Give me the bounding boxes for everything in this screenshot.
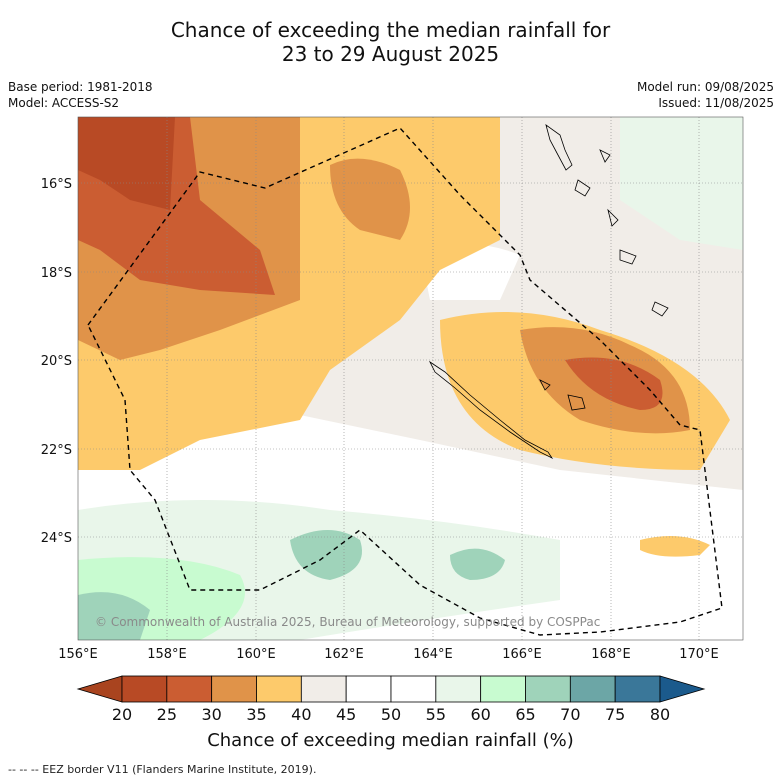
meta-right: Model run: 09/08/2025 Issued: 11/08/2025 bbox=[637, 79, 774, 111]
colorbar-tick-label: 55 bbox=[426, 705, 446, 724]
colorbar-tick-label: 35 bbox=[246, 705, 266, 724]
colorbar-tick-label: 60 bbox=[470, 705, 490, 724]
colorbar-tick-label: 20 bbox=[112, 705, 132, 724]
colorbar-tick-label: 65 bbox=[515, 705, 535, 724]
colorbar-tick-label: 45 bbox=[336, 705, 356, 724]
colorbar-tick-label: 50 bbox=[381, 705, 401, 724]
vanuatu-south bbox=[619, 249, 637, 265]
title-line-1: Chance of exceeding the median rainfall … bbox=[170, 18, 611, 42]
map-frame bbox=[77, 116, 744, 641]
field-lightgreen-ne bbox=[620, 117, 743, 250]
eez-note: -- -- -- EEZ border V11 (Flanders Marine… bbox=[8, 763, 317, 776]
colorbar-label: Chance of exceeding median rainfall (%) bbox=[207, 730, 574, 751]
lat-label: 18°S bbox=[41, 266, 72, 281]
vanuatu-north bbox=[545, 124, 573, 171]
coastlines bbox=[428, 124, 669, 460]
colorbar-tick-label: 25 bbox=[157, 705, 177, 724]
colorbar-segment bbox=[435, 675, 482, 703]
new-caledonia-outline bbox=[428, 360, 554, 460]
colorbar-segment bbox=[390, 675, 437, 703]
vanuatu-island bbox=[574, 179, 591, 197]
colorbar-segment bbox=[300, 675, 347, 703]
field-teal-east bbox=[450, 548, 505, 580]
lon-label: 162°E bbox=[324, 647, 364, 662]
vanuatu-island-2 bbox=[607, 208, 619, 227]
colorbar-segment bbox=[480, 675, 526, 703]
field-orange-north bbox=[330, 158, 410, 240]
colorbar-segment bbox=[525, 675, 571, 703]
lon-label: 164°E bbox=[413, 647, 453, 662]
lat-labels: 16°S 18°S 20°S 22°S 24°S bbox=[41, 177, 72, 546]
lon-label: 160°E bbox=[236, 647, 276, 662]
island-small bbox=[599, 149, 611, 163]
lat-label: 22°S bbox=[41, 443, 72, 458]
lon-label: 166°E bbox=[502, 647, 542, 662]
lon-label: 158°E bbox=[147, 647, 187, 662]
loyalty-north bbox=[539, 379, 551, 391]
colorbar-tick-label: 70 bbox=[560, 705, 580, 724]
model-name: Model: ACCESS-S2 bbox=[8, 96, 120, 110]
colorbar-arrow-high bbox=[659, 675, 706, 703]
field-teal-sw bbox=[78, 592, 150, 640]
colorbar-segment bbox=[121, 675, 168, 703]
lon-labels: 156°E 158°E 160°E 162°E 164°E 166°E 168°… bbox=[58, 647, 719, 662]
graticule bbox=[78, 117, 743, 640]
base-period: Base period: 1981-2018 bbox=[8, 80, 153, 94]
colorbar-tick-label: 80 bbox=[650, 705, 670, 724]
field-darkest-nw bbox=[78, 117, 175, 210]
colorbar-segment bbox=[614, 675, 661, 703]
colorbar: 20 25 30 35 40 45 50 55 60 65 70 75 80 bbox=[76, 675, 706, 724]
lon-label: 170°E bbox=[679, 647, 719, 662]
field-darkorange-east bbox=[565, 357, 663, 410]
colorbar-segment bbox=[166, 675, 213, 703]
lon-label: 156°E bbox=[58, 647, 98, 662]
field-yellow-se bbox=[640, 536, 710, 557]
colorbar-segment bbox=[211, 675, 257, 703]
lat-label: 20°S bbox=[41, 354, 72, 369]
model-run: Model run: 09/08/2025 bbox=[636, 80, 774, 94]
lat-label: 24°S bbox=[41, 531, 72, 546]
copyright-text: © Commonwealth of Australia 2025, Bureau… bbox=[95, 615, 600, 629]
colorbar-segment bbox=[569, 675, 616, 703]
colorbar-tick-label: 40 bbox=[291, 705, 311, 724]
lat-label: 16°S bbox=[41, 177, 72, 192]
colorbar-tick-label: 75 bbox=[605, 705, 625, 724]
issued-date: Issued: 11/08/2025 bbox=[658, 96, 774, 110]
island-east bbox=[651, 301, 669, 317]
colorbar-arrow-low bbox=[76, 675, 123, 703]
colorbar-segment bbox=[256, 675, 302, 703]
loyalty-island bbox=[567, 394, 586, 411]
title-line-2: 23 to 29 August 2025 bbox=[281, 42, 500, 66]
colorbar-segment bbox=[345, 675, 392, 703]
colorbar-tick-label: 30 bbox=[201, 705, 221, 724]
meta-left: Base period: 1981-2018 Model: ACCESS-S2 bbox=[8, 79, 153, 111]
probability-field: © Commonwealth of Australia 2025, Bureau… bbox=[78, 117, 743, 640]
map-title: Chance of exceeding the median rainfall … bbox=[0, 18, 781, 66]
lon-label: 168°E bbox=[591, 647, 631, 662]
